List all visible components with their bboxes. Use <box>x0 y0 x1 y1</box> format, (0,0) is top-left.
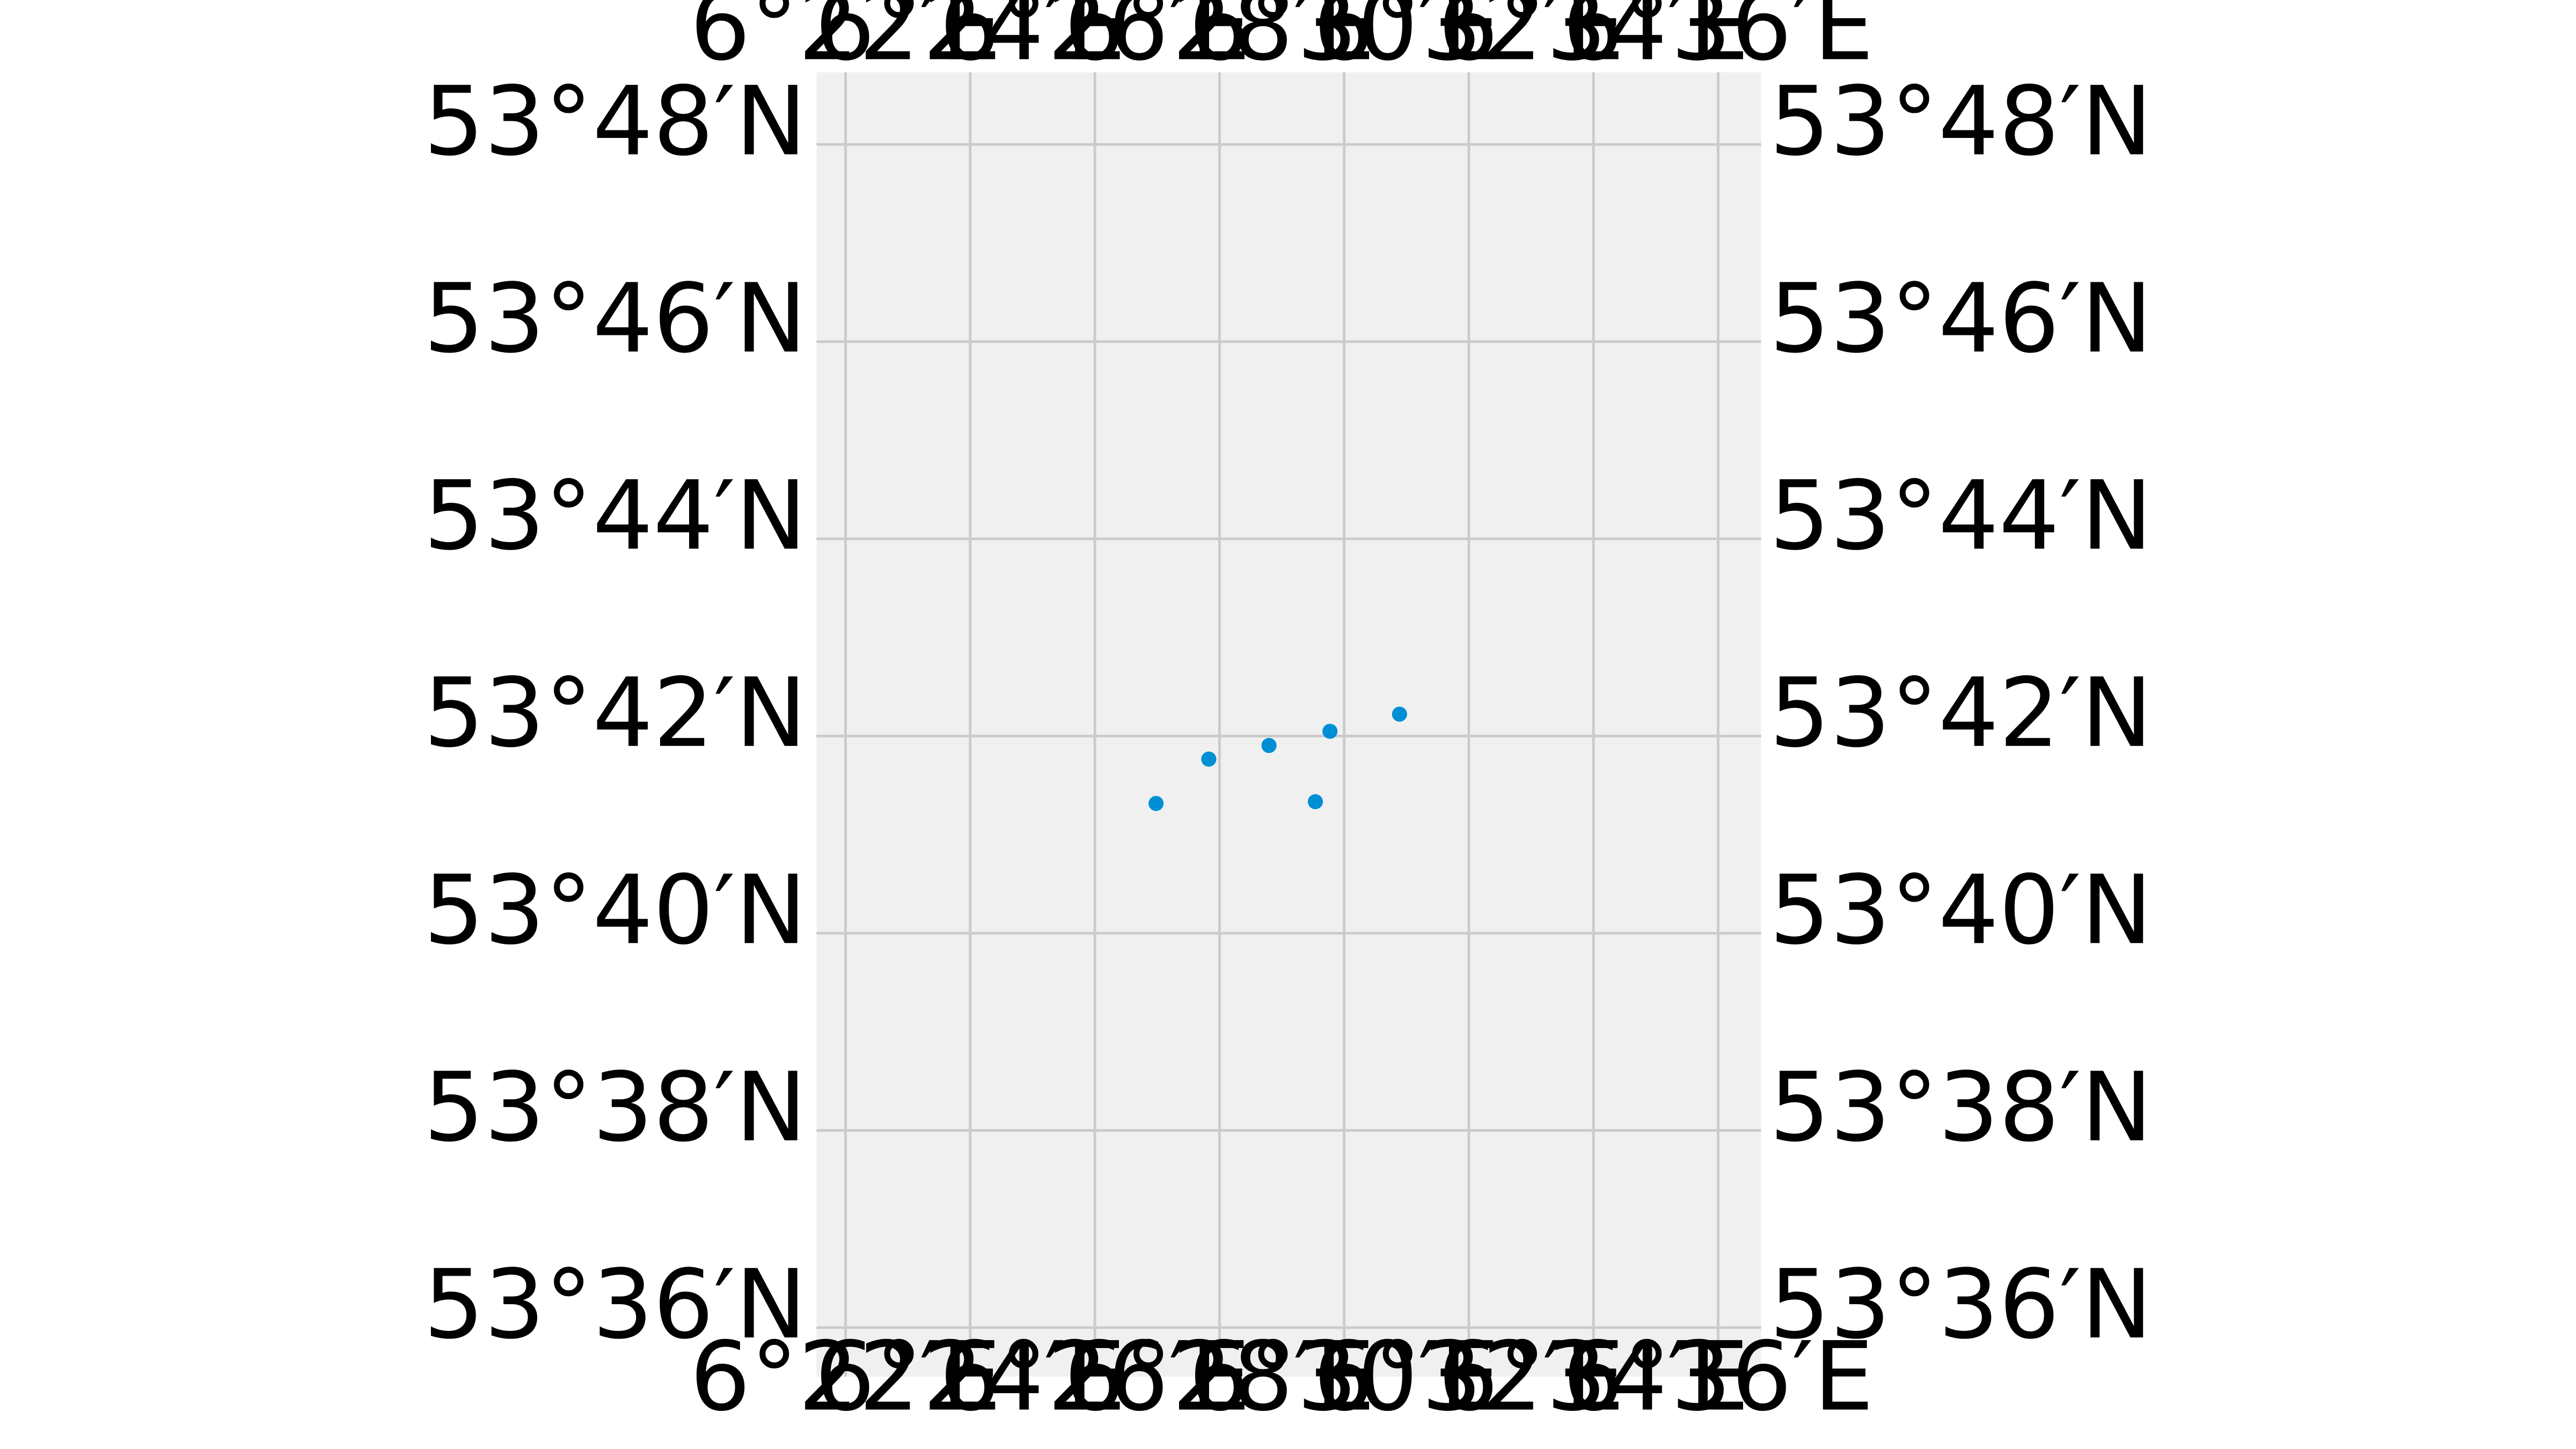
lon-tick-label-top: 6°22′E <box>690 0 1001 82</box>
lat-tick-label-right: 53°40′N <box>1769 854 2153 965</box>
lon-tick-label-top: 6°24′E <box>815 0 1126 82</box>
lat-tick-label-left: 53°36′N <box>423 1249 807 1360</box>
lon-tick-label-bottom: 6°32′E <box>1313 1321 1624 1432</box>
lat-tick-label-left: 53°48′N <box>423 66 807 177</box>
tick-labels: 6°22′E6°22′E6°24′E6°24′E6°26′E6°26′E6°28… <box>423 0 2152 1432</box>
lat-tick-label-right: 53°42′N <box>1769 657 2153 769</box>
lon-tick-label-top: 6°32′E <box>1313 0 1624 82</box>
lat-tick-label-left: 53°40′N <box>423 854 807 965</box>
data-point <box>1307 794 1323 809</box>
lon-tick-label-bottom: 6°36′E <box>1562 1321 1874 1432</box>
lon-tick-label-bottom: 6°22′E <box>690 1321 1001 1432</box>
lat-tick-label-right: 53°38′N <box>1769 1052 2153 1163</box>
lat-tick-label-right: 53°46′N <box>1769 263 2153 374</box>
lon-tick-label-bottom: 6°24′E <box>815 1321 1126 1432</box>
data-points <box>1148 706 1407 811</box>
lat-tick-label-left: 53°38′N <box>423 1052 807 1163</box>
lon-tick-label-bottom: 6°30′E <box>1189 1321 1500 1432</box>
data-point <box>1148 796 1164 811</box>
lat-tick-label-left: 53°42′N <box>423 657 807 769</box>
lon-tick-label-bottom: 6°34′E <box>1438 1321 1749 1432</box>
lon-tick-label-top: 6°26′E <box>939 0 1250 82</box>
data-point <box>1201 751 1217 767</box>
lat-tick-label-right: 53°44′N <box>1769 460 2153 571</box>
data-point <box>1261 738 1277 753</box>
lon-tick-label-top: 6°36′E <box>1562 0 1874 82</box>
data-point <box>1392 706 1407 722</box>
lat-tick-label-left: 53°46′N <box>423 263 807 374</box>
lon-tick-label-top: 6°28′E <box>1064 0 1375 82</box>
data-point <box>1322 723 1338 739</box>
map-background <box>816 72 1761 1377</box>
lon-tick-label-bottom: 6°28′E <box>1064 1321 1375 1432</box>
lon-tick-label-top: 6°34′E <box>1438 0 1749 82</box>
lon-tick-label-top: 6°30′E <box>1189 0 1500 82</box>
gridlines <box>816 72 1761 1377</box>
lon-tick-label-bottom: 6°26′E <box>939 1321 1250 1432</box>
lat-tick-label-right: 53°36′N <box>1769 1249 2153 1360</box>
lat-tick-label-right: 53°48′N <box>1769 66 2153 177</box>
lat-tick-label-left: 53°44′N <box>423 460 807 571</box>
